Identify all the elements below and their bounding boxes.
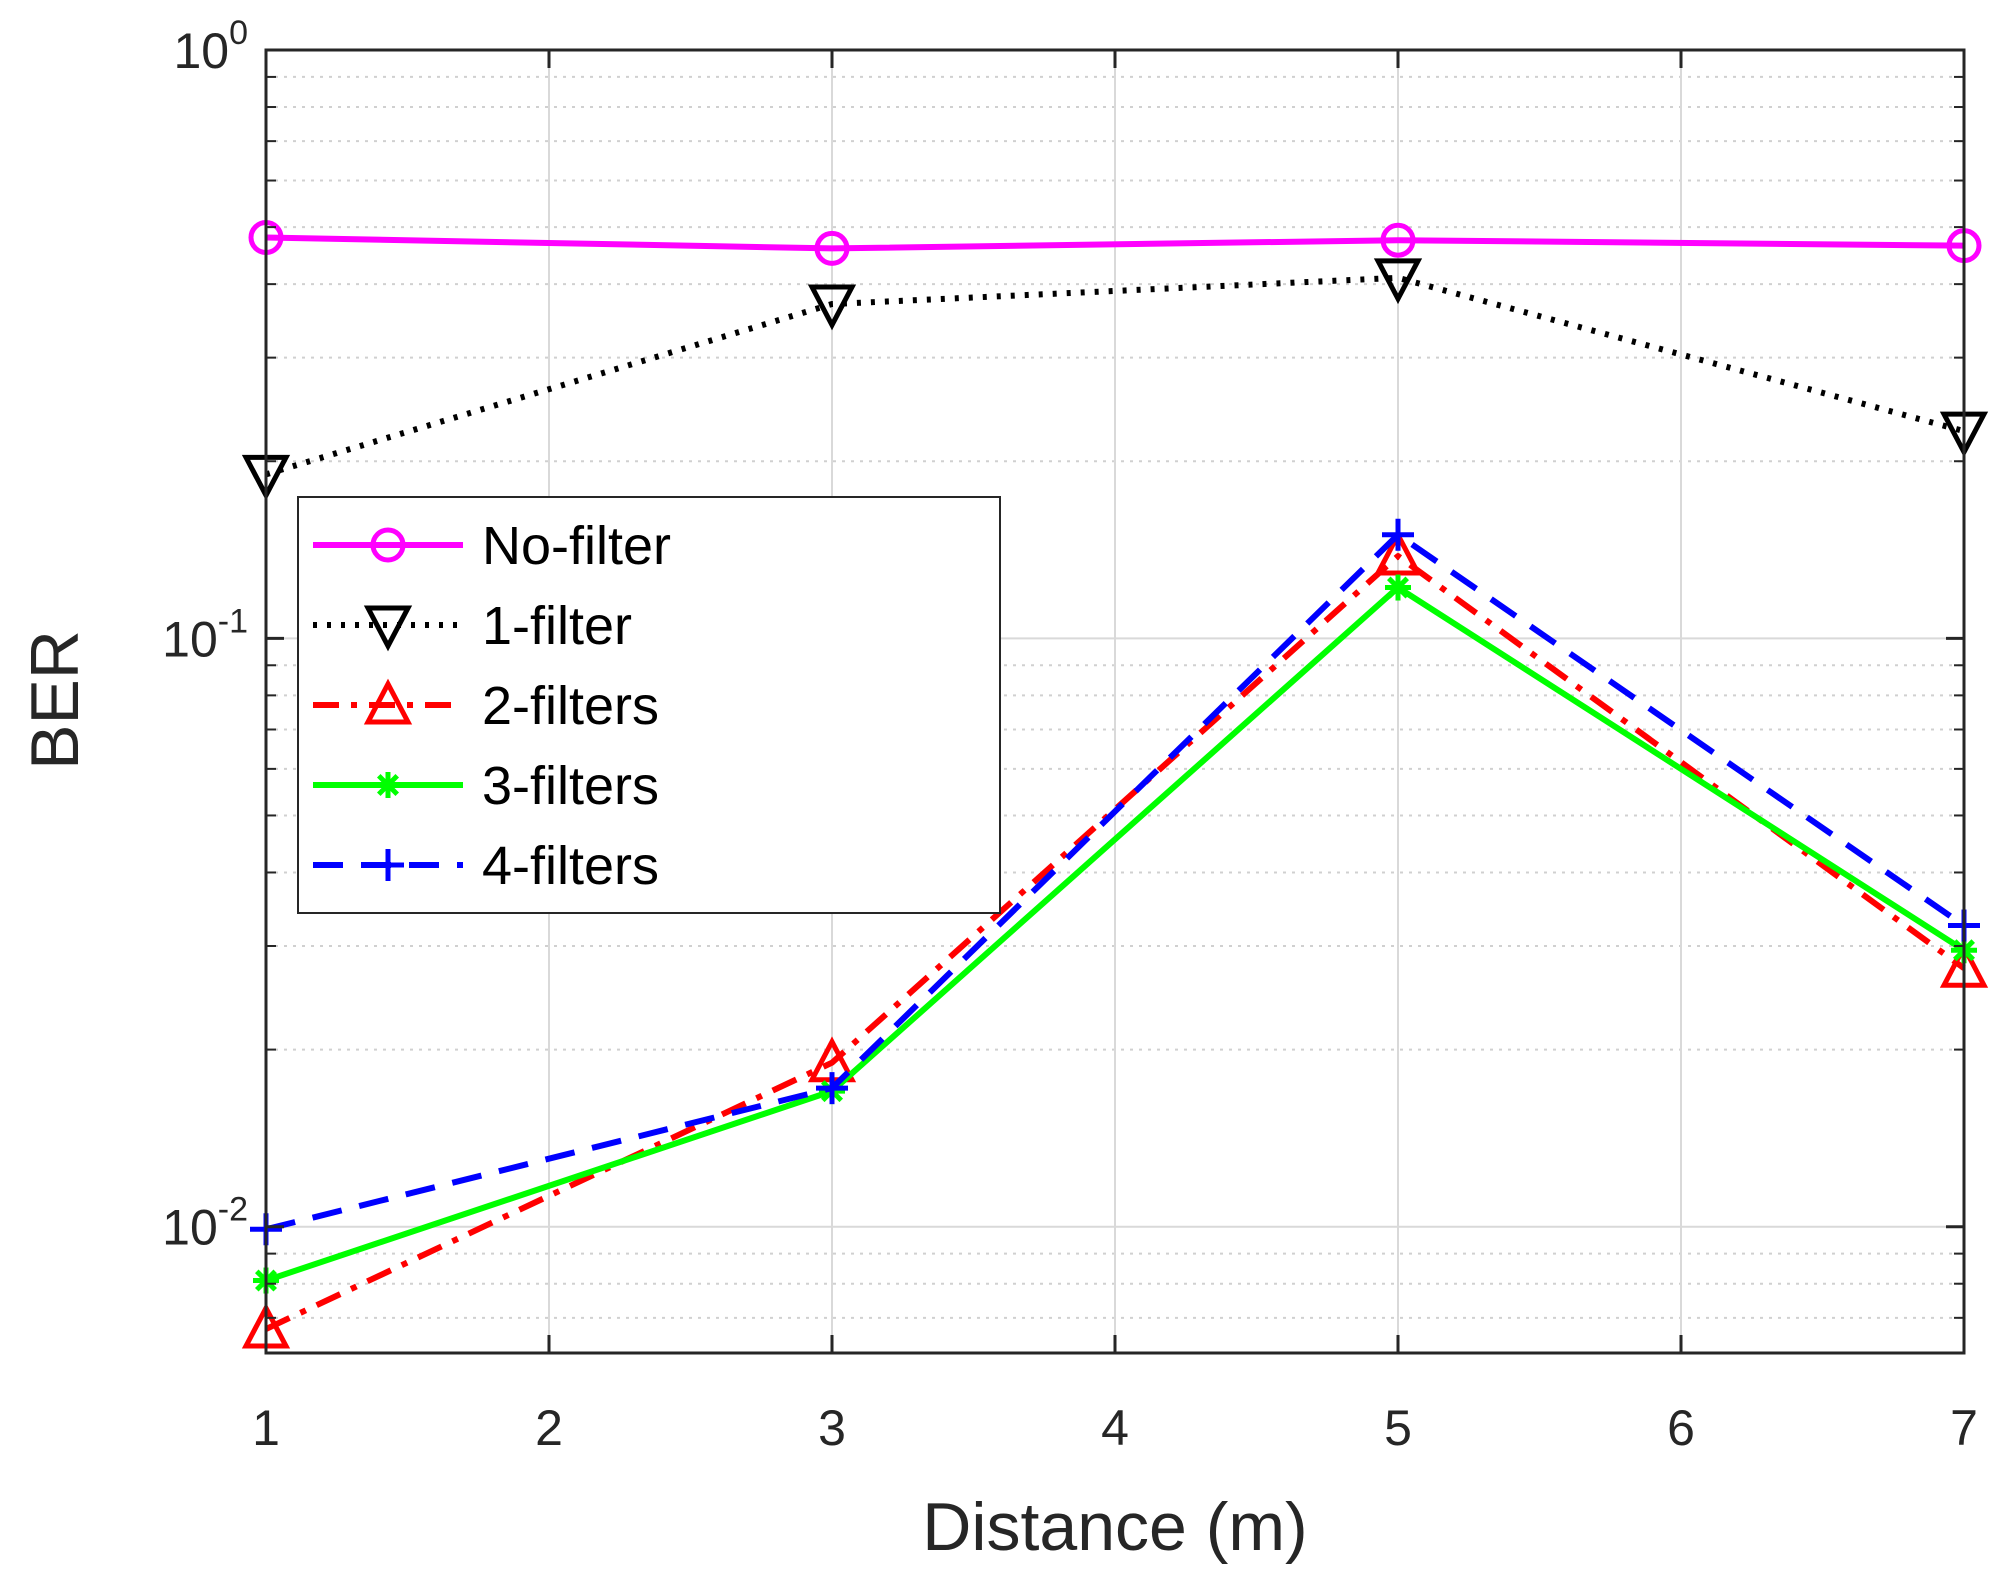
legend-marker <box>375 772 401 798</box>
x-tick-label: 4 <box>1101 1400 1129 1456</box>
ticks <box>264 48 1966 1353</box>
data-point <box>1385 574 1411 601</box>
marker-triangle-up <box>1373 529 1423 576</box>
x-tick-label: 1 <box>252 1400 280 1456</box>
legend-marker <box>363 678 413 725</box>
legend-label: 2-filters <box>482 676 659 736</box>
x-tick-label: 2 <box>535 1400 563 1456</box>
marker-circle <box>1380 222 1416 258</box>
legend-marker <box>370 527 406 563</box>
marker-asterisk-stroke <box>377 774 399 796</box>
x-tick-label: 3 <box>818 1400 846 1456</box>
y-tick-base: 10 <box>162 611 218 667</box>
y-tick-base: 10 <box>173 23 229 79</box>
y-tick-exponent: 0 <box>229 14 248 52</box>
marker-triangle-down <box>1373 258 1423 305</box>
marker-triangle-up <box>363 678 413 725</box>
data-point <box>814 230 850 266</box>
series-line <box>265 584 1966 1284</box>
x-tick-label: 6 <box>1667 1400 1695 1456</box>
legend-box <box>297 496 1001 914</box>
y-tick-base: 10 <box>162 1200 218 1256</box>
series-layer <box>241 220 1989 1349</box>
legend-entry: 1-filter <box>313 596 632 656</box>
data-point <box>816 1072 848 1105</box>
series-line <box>265 234 1965 252</box>
y-tick-label: 100 <box>173 14 248 79</box>
legend-entry: 4-filters <box>313 836 659 896</box>
series-line <box>265 531 1966 1233</box>
data-point <box>1373 529 1423 576</box>
legend-label: No-filter <box>482 516 671 576</box>
legend-label: 1-filter <box>482 596 632 656</box>
y-tick-label: 10-1 <box>162 602 248 667</box>
marker-circle <box>370 527 406 563</box>
data-point <box>1380 222 1416 258</box>
x-tick-label: 7 <box>1950 1400 1978 1456</box>
legend-label: 4-filters <box>482 836 659 896</box>
legend-label: 3-filters <box>482 756 659 816</box>
marker-asterisk-stroke <box>1387 576 1409 599</box>
y-axis-label: BER <box>17 630 93 770</box>
y-tick-exponent: -1 <box>218 602 248 640</box>
y-tick-label: 10-2 <box>162 1191 248 1256</box>
series-line <box>265 274 1965 478</box>
y-tick-exponent: -2 <box>218 1191 248 1229</box>
data-point <box>1373 258 1423 305</box>
x-axis-label: Distance (m) <box>922 1489 1307 1565</box>
legend-entry: 2-filters <box>313 676 659 736</box>
legend-marker <box>372 849 404 881</box>
marker-circle <box>814 230 850 266</box>
legend-marker <box>363 605 413 652</box>
legend-entry: 3-filters <box>313 756 659 816</box>
series-1-filter <box>241 258 1989 501</box>
legend: No-filter 1-filter 2-filters 3-filters 4-fil… <box>297 496 1001 914</box>
data-point <box>807 284 857 331</box>
legend-entry: No-filter <box>313 516 671 576</box>
marker-triangle-down <box>807 284 857 331</box>
data-point <box>1382 518 1414 551</box>
x-tick-label: 5 <box>1384 1400 1412 1456</box>
marker-triangle-down <box>363 605 413 652</box>
